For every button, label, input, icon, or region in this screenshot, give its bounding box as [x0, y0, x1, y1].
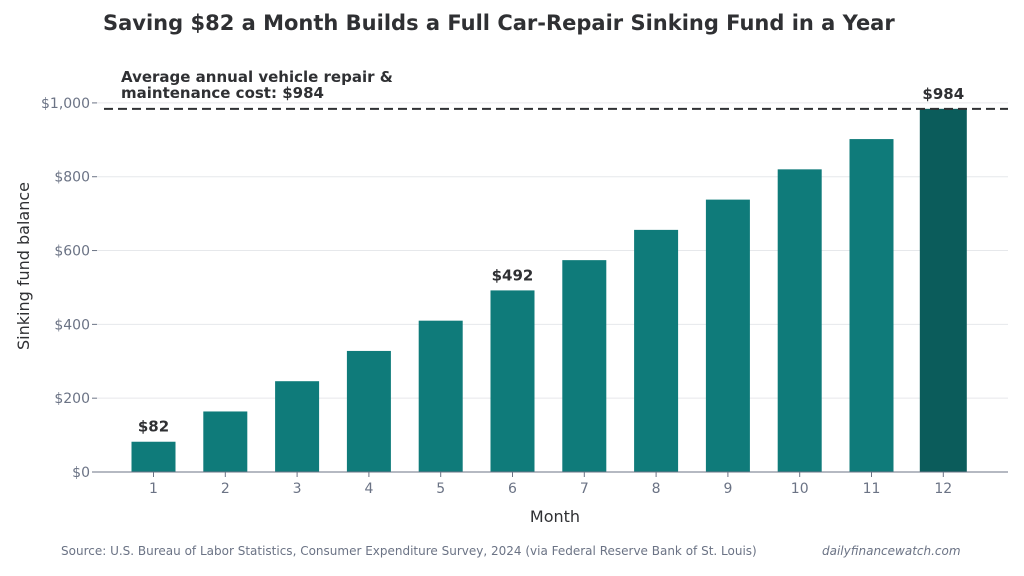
source-note: Source: U.S. Bureau of Labor Statistics,… [61, 544, 757, 558]
y-tick-label: $0 [72, 465, 90, 481]
bar [490, 290, 535, 472]
y-tick-label: $1,000 [41, 96, 90, 112]
y-tick-label: $400 [54, 317, 90, 333]
bar [275, 381, 320, 472]
x-tick-label: 4 [364, 481, 373, 497]
y-axis-title: Sinking fund balance [14, 182, 33, 350]
bar [705, 199, 750, 473]
x-tick-label: 7 [580, 481, 589, 497]
y-tick-label: $800 [54, 170, 90, 186]
data-label: $984 [922, 85, 964, 103]
x-axis-title: Month [530, 507, 580, 526]
x-tick-label: 6 [508, 481, 517, 497]
bar [777, 169, 822, 472]
x-tick-label: 5 [436, 481, 445, 497]
chart-title: Saving $82 a Month Builds a Full Car-Rep… [103, 11, 895, 35]
bar-highlight [919, 108, 967, 472]
x-tick-label: 12 [934, 481, 952, 497]
reference-line-label-line1: Average annual vehicle repair & [121, 68, 393, 86]
x-tick-label: 10 [791, 481, 809, 497]
bars [131, 108, 967, 473]
bar [131, 441, 176, 472]
x-tick-label: 11 [863, 481, 881, 497]
data-labels: $82 $492 $984 [138, 85, 964, 436]
x-tick-label: 8 [652, 481, 661, 497]
bar [849, 139, 894, 472]
bar [418, 320, 463, 472]
x-tick-label: 1 [149, 481, 158, 497]
brand-credit: dailyfinancewatch.com [822, 544, 961, 558]
data-label: $82 [138, 418, 169, 436]
reference-line-label-line2: maintenance cost: $984 [121, 84, 324, 102]
bar [203, 411, 248, 472]
bar [634, 229, 679, 472]
bar [562, 260, 607, 472]
x-tick-label: 3 [293, 481, 302, 497]
bar [346, 350, 391, 472]
x-tick-label: 9 [723, 481, 732, 497]
y-tick-label: $200 [54, 391, 90, 407]
y-tick-label: $600 [54, 244, 90, 260]
x-tick-label: 2 [221, 481, 230, 497]
data-label: $492 [492, 266, 534, 284]
